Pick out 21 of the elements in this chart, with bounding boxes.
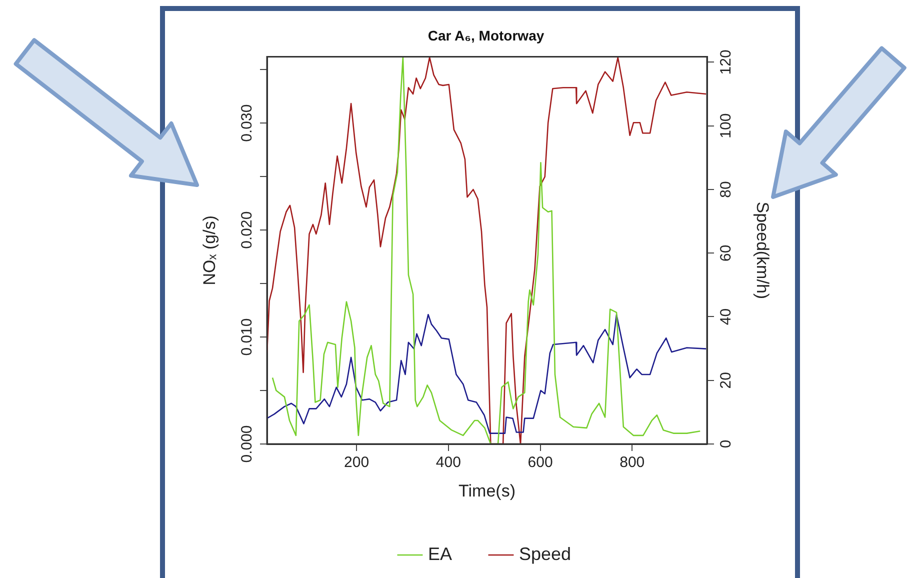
x-tick-label: 800 bbox=[620, 454, 645, 472]
y2-tick-label: 40 bbox=[718, 308, 735, 326]
y-tick-label: 0.020 bbox=[238, 211, 256, 249]
y-axis-title: NOₓ (g/s) bbox=[200, 215, 219, 286]
y2-tick-label: 60 bbox=[718, 244, 735, 262]
y-tick-label: 0.030 bbox=[238, 104, 256, 142]
y2-tick-label: 0 bbox=[718, 440, 735, 448]
y2-axis-title: Speed(km/h) bbox=[753, 202, 772, 300]
y2-tick-label: 120 bbox=[718, 50, 735, 75]
chart-title: Car A₆, Motorway bbox=[428, 27, 544, 44]
y-tick-label: 0.000 bbox=[238, 425, 256, 463]
y2-tick-label: 80 bbox=[718, 181, 735, 198]
y2-tick-label: 100 bbox=[718, 113, 735, 138]
x-tick-label: 400 bbox=[436, 454, 461, 472]
y2-tick-label: 20 bbox=[718, 372, 735, 389]
legend-label: EA bbox=[428, 544, 452, 564]
x-tick-label: 600 bbox=[528, 454, 553, 472]
x-tick-label: 200 bbox=[344, 454, 370, 472]
legend-label: Speed bbox=[518, 544, 572, 564]
x-axis-title: Time(s) bbox=[458, 481, 516, 500]
y-tick-label: 0.010 bbox=[238, 318, 256, 356]
